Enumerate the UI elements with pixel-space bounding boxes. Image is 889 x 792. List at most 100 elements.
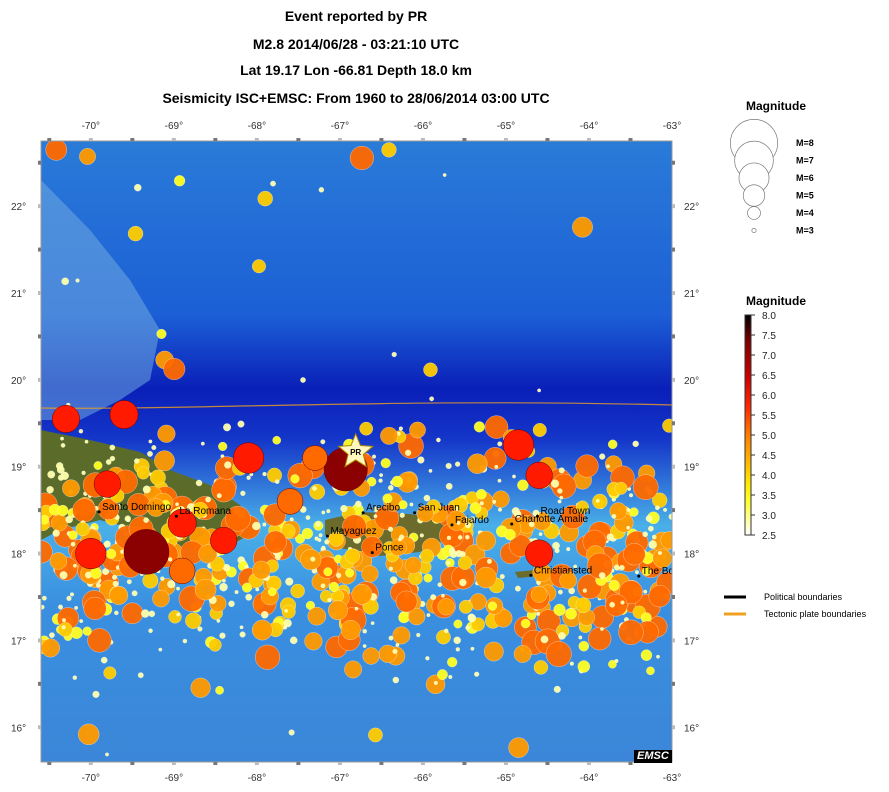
size-legend-label: M=5 <box>796 191 814 201</box>
earthquake-dot <box>354 606 359 611</box>
earthquake-dot <box>255 587 260 592</box>
tectonic-plate-boundaries-label: Tectonic plate boundaries <box>764 609 867 619</box>
earthquake-dot <box>242 582 252 593</box>
earthquake-dot <box>216 493 222 499</box>
earthquake-dot <box>426 613 431 617</box>
earthquake-dot <box>45 141 67 161</box>
earthquake-dot <box>423 362 438 377</box>
city-label: San Juan <box>418 503 460 514</box>
earthquake-dot <box>288 729 295 736</box>
earthquake-dot <box>380 427 398 445</box>
earthquake-dot <box>151 445 157 451</box>
earthquake-dot <box>228 600 235 607</box>
earthquake-dot <box>60 443 66 448</box>
event-star-icon <box>337 432 375 468</box>
earthquake-dot <box>513 645 532 663</box>
earthquake-dot <box>245 593 253 601</box>
earthquake-dot <box>262 471 267 477</box>
earthquake-dot <box>274 554 281 561</box>
earthquake-dot <box>588 627 612 651</box>
earthquake-dot <box>388 485 394 491</box>
latitude-labels-left: 22° 21° 20° 19° 18° 17° 16° <box>11 202 26 734</box>
earthquake-dot <box>304 632 323 651</box>
earthquake-dot <box>49 632 55 638</box>
earthquake-dot <box>632 440 639 448</box>
city-label: Ponce <box>375 543 404 554</box>
earthquake-dot <box>446 560 451 565</box>
lat-tick-label: 19° <box>684 463 699 474</box>
earthquake-dot <box>87 628 112 653</box>
earthquake-dot <box>575 454 599 478</box>
earthquake-dot <box>219 632 226 639</box>
earthquake-dot <box>398 500 408 510</box>
earthquake-dot <box>392 626 411 645</box>
longitude-labels-bottom: -70° -69° -68° -67° -66° -65° -64° -63° <box>82 773 682 784</box>
earthquake-dot <box>267 587 277 597</box>
earthquake-dot <box>160 576 165 581</box>
earthquake-dot <box>389 576 398 585</box>
earthquake-dot <box>511 507 520 516</box>
colorbar-tick-label: 4.5 <box>762 451 776 462</box>
earthquake-dot <box>453 636 461 645</box>
earthquake-dot <box>514 585 521 592</box>
colorbar-tick-label: 7.0 <box>762 351 776 362</box>
earthquake-dot <box>252 521 261 531</box>
earthquake-dot <box>382 493 393 504</box>
earthquake-dot <box>626 508 631 512</box>
earthquake-dot <box>446 535 452 541</box>
earthquake-dot <box>456 521 461 525</box>
earthquake-dot <box>552 541 560 550</box>
earthquake-dot <box>392 648 398 654</box>
lat-tick-label: 22° <box>11 202 26 213</box>
earthquake-dot <box>148 439 153 444</box>
earthquake-dot <box>154 450 175 472</box>
earthquake-dot <box>280 523 296 539</box>
earthquake-dot <box>608 659 617 669</box>
earthquake-dot <box>223 423 231 432</box>
earthquake-dot <box>52 529 60 537</box>
earthquake-dot <box>240 490 246 496</box>
earthquake-dot <box>344 660 362 679</box>
earthquake-dot <box>41 638 60 658</box>
lat-tick-label: 21° <box>684 289 699 300</box>
earthquake-dot <box>643 589 648 594</box>
lon-tick-label: -68° <box>248 773 266 784</box>
earthquake-dot <box>598 572 606 579</box>
earthquake-dot <box>222 578 226 583</box>
size-legend-label: M=4 <box>796 208 814 218</box>
earthquake-dot <box>355 500 362 508</box>
earthquake-dot <box>381 142 397 158</box>
earthquake-dot <box>74 605 79 610</box>
earthquake-dot <box>553 603 566 616</box>
earthquake-dot <box>58 604 63 610</box>
earthquake-dot <box>605 594 628 617</box>
earthquake-dot <box>629 507 639 517</box>
colorbar-tick-label: 6.5 <box>762 371 776 382</box>
earthquake-dot <box>388 566 393 571</box>
city-labels: Santo Domingo La Romana Mayaguez Arecibo San… <box>97 502 672 578</box>
earthquake-dot <box>72 675 77 680</box>
lon-tick-label: -69° <box>165 121 183 132</box>
earthquake-dot <box>429 396 435 402</box>
earthquake-dot <box>395 590 418 613</box>
lon-tick-label: -67° <box>331 121 349 132</box>
earthquake-dot <box>310 556 316 562</box>
earthquake-dot <box>150 469 166 486</box>
earthquake-dot <box>157 424 176 443</box>
earthquake-dot <box>109 455 116 462</box>
earthquake-dot <box>419 549 434 564</box>
earthquake-dot <box>282 625 287 630</box>
earthquake-dot <box>126 517 131 523</box>
earthquake-dot <box>398 612 410 624</box>
earthquake-dot <box>79 619 84 623</box>
earthquake-dot <box>289 636 298 645</box>
earthquake-dot <box>388 526 394 532</box>
earthquake-dot <box>469 502 482 514</box>
earthquake-dot <box>190 677 211 698</box>
earthquake-dot <box>559 495 564 500</box>
earthquake-dot <box>134 184 142 192</box>
earthquake-dot <box>538 532 543 536</box>
earthquake-dot <box>224 461 232 469</box>
earthquake-dot <box>41 514 50 525</box>
earthquake-dot <box>137 672 144 679</box>
